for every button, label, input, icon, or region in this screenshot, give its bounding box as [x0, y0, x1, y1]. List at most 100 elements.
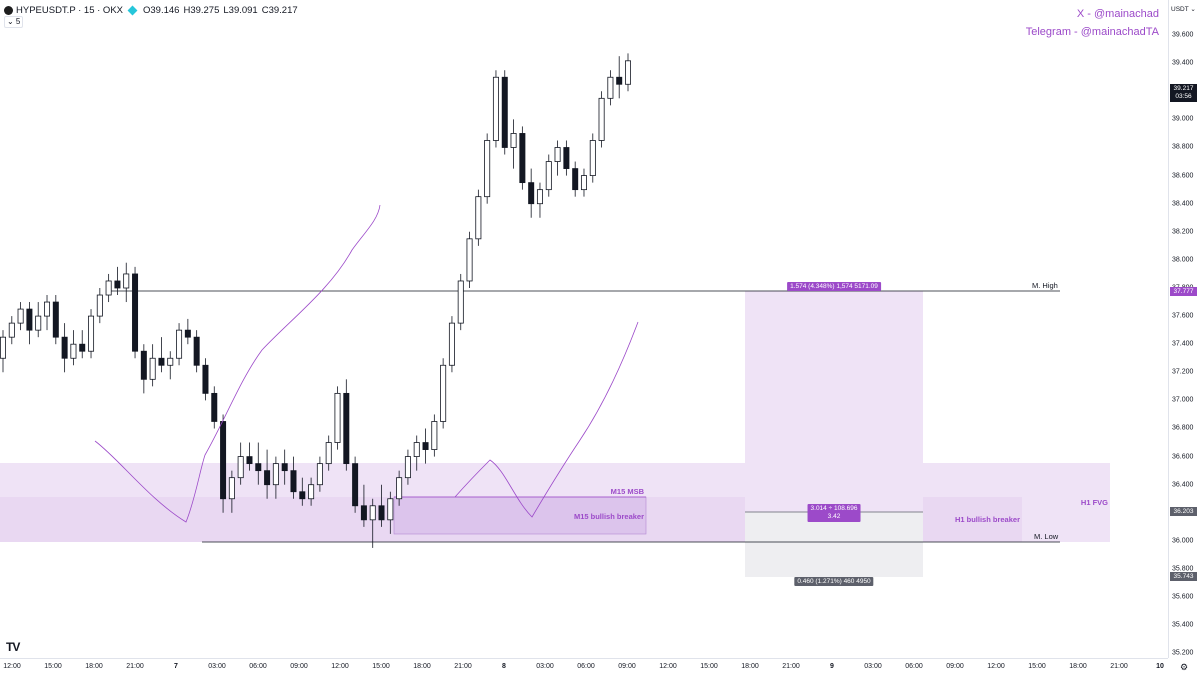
price-tick-label: 37.000 [1172, 396, 1194, 404]
candle [457, 273, 464, 331]
candle-body [554, 147, 561, 162]
time-tick-label: 06:00 [577, 663, 595, 670]
candle [299, 477, 306, 506]
candle-body [272, 463, 279, 486]
candle [510, 119, 517, 169]
candle [396, 470, 403, 506]
candle [536, 182, 543, 218]
price-chart[interactable] [0, 0, 1168, 658]
candle-body [114, 280, 121, 289]
candle-body [431, 421, 438, 450]
candle [616, 56, 623, 99]
candle [70, 330, 77, 366]
price-tick-label: 39.600 [1172, 31, 1194, 39]
social-telegram: Telegram - @mainachadTA [1025, 26, 1159, 38]
candle-body [580, 175, 587, 191]
projection-curves [94, 204, 639, 523]
candle [440, 358, 447, 429]
candle [96, 288, 103, 324]
candle [580, 168, 587, 197]
price-scale[interactable] [1168, 0, 1199, 658]
candle [202, 358, 209, 401]
candle-body [422, 442, 429, 450]
candles [0, 53, 632, 548]
candle [114, 266, 121, 296]
time-tick-label: 03:00 [208, 663, 226, 670]
candle-body [237, 456, 244, 479]
candle [264, 449, 271, 499]
time-tick-label: 21:00 [126, 663, 144, 670]
entry-price-tag: 36.203 [1170, 507, 1197, 516]
candle [325, 435, 332, 471]
risk-reward-detail: 3.014 ÷ 108.696 [810, 505, 858, 512]
candle-body [70, 343, 77, 359]
candle-body [510, 133, 517, 148]
candle-body [35, 315, 42, 331]
candle [193, 330, 200, 373]
candle [554, 140, 561, 176]
candle [360, 484, 367, 527]
candle [475, 189, 482, 246]
price-tick-label: 38.800 [1172, 143, 1194, 151]
time-tick-label: 09:00 [618, 663, 636, 670]
candle [35, 302, 42, 338]
m15-msb-label: M15 MSB [610, 487, 644, 496]
high-value: H39.275 [183, 4, 220, 16]
candle-body [105, 280, 112, 296]
candle-body [52, 301, 59, 338]
candle-body [149, 357, 156, 380]
candle-body [132, 273, 139, 352]
candle [431, 414, 438, 457]
candle [281, 449, 288, 485]
candle [17, 302, 24, 331]
candle-body [352, 463, 359, 507]
candle [220, 414, 227, 513]
candle [589, 133, 596, 183]
candle-body [501, 76, 508, 148]
candle-body [88, 315, 95, 352]
stop-measure-label: 0.460 (1.271%) 460 4950 [794, 577, 874, 586]
price-tick-label: 35.400 [1172, 621, 1194, 629]
candle-body [26, 308, 33, 331]
candle-body [334, 392, 341, 443]
symbol-header[interactable]: HYPEUSDT.P · 15 · OKX O39.146 H39.275 L3… [4, 3, 302, 17]
candle-body [413, 442, 420, 457]
time-tick-label: 15:00 [700, 663, 718, 670]
time-tick-label: 06:00 [905, 663, 923, 670]
candle-body [158, 357, 165, 366]
candle [625, 53, 632, 92]
price-tick-label: 36.600 [1172, 453, 1194, 460]
current-price: 39.217 [1173, 85, 1194, 92]
price-tick-label: 36.000 [1172, 537, 1194, 545]
time-scale[interactable] [0, 658, 1168, 675]
risk-reward-label: 3.014 ÷ 108.696 3.42 [807, 504, 861, 522]
price-tick-label: 38.200 [1172, 228, 1194, 236]
tradingview-logo-icon[interactable]: TV [6, 640, 20, 654]
candle [228, 470, 235, 513]
indicator-collapse-button[interactable]: ⌄ 5 [4, 16, 24, 28]
candle [158, 337, 165, 373]
candle-body [625, 60, 632, 85]
candle [79, 330, 86, 359]
candle-body [519, 133, 526, 184]
candle-body [325, 442, 332, 465]
settings-gear-icon[interactable]: ⚙ [1180, 662, 1189, 672]
candle-body [607, 76, 614, 99]
projection-curve-right [454, 321, 639, 518]
time-tick-label: 9 [830, 663, 834, 670]
candle [466, 231, 473, 288]
candle-body [440, 364, 447, 422]
candle-body [589, 140, 596, 177]
candle-body [184, 329, 191, 338]
candle-body [211, 392, 218, 422]
candle [352, 456, 359, 513]
candle-body [202, 364, 209, 394]
candle [149, 344, 156, 387]
candle-body [176, 329, 183, 359]
candle [598, 91, 605, 148]
symbol-label[interactable]: HYPEUSDT.P · 15 · OKX [16, 4, 123, 16]
risk-reward-ratio: 3.42 [827, 513, 841, 520]
candle-body [475, 196, 482, 240]
currency-selector[interactable]: USDT ⌄ [1171, 6, 1196, 13]
candle-body [264, 470, 271, 486]
